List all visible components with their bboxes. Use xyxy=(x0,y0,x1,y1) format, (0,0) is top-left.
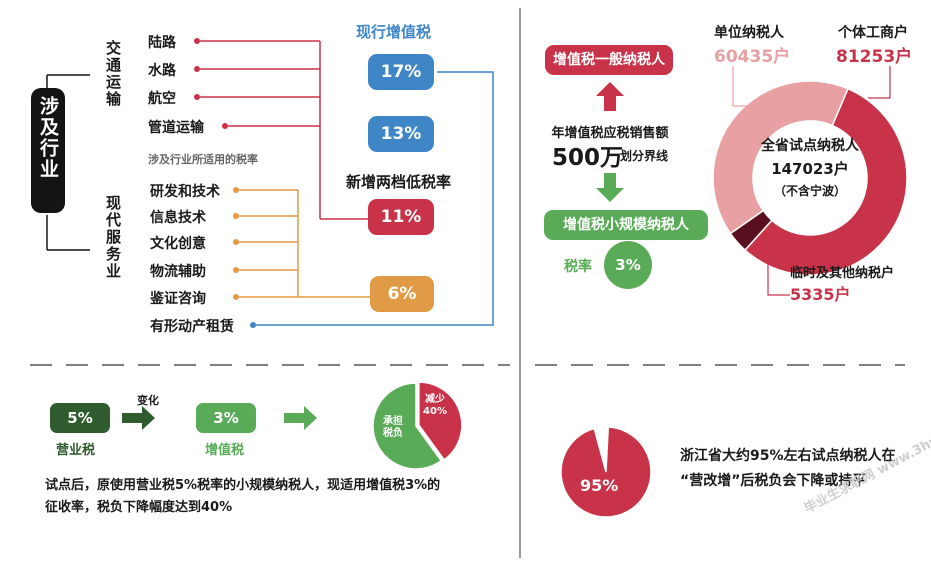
other-taxpayer-label: 临时及其他纳税户 xyxy=(790,266,895,281)
transport-label: 交通运输 xyxy=(104,40,122,108)
old-tax-label: 营业税 xyxy=(56,443,96,458)
zhejiang-95-pie xyxy=(560,426,652,518)
individual-label: 个体工商户 xyxy=(838,25,908,41)
donut-slice-other xyxy=(729,209,773,252)
transport-item: 航空 xyxy=(148,91,176,107)
pie-reduce-value: 40% xyxy=(423,406,447,417)
leasing-connector xyxy=(256,71,494,326)
individual-value: 81253户 xyxy=(836,47,913,67)
old-rate-badge: 5% xyxy=(50,403,110,433)
unit-taxpayer-value: 60435户 xyxy=(714,47,791,67)
rate-circle: 3% xyxy=(604,241,652,289)
service-item: 物流辅助 xyxy=(150,264,206,280)
threshold-suffix: 划分界线 xyxy=(620,149,669,163)
rate-17-badge: 17% xyxy=(368,54,434,90)
dot xyxy=(233,267,239,273)
dot xyxy=(233,187,239,193)
donut-center-value: 147023户 xyxy=(771,160,849,178)
industry-label-box xyxy=(31,88,65,213)
service-item: 研发和技术 xyxy=(150,184,220,200)
zhejiang-text-line1: 浙江省大约95%左右试点纳税人在 xyxy=(680,448,896,464)
rates-caption: 涉及行业所适用的税率 xyxy=(148,153,258,166)
dot xyxy=(250,322,256,328)
rate-label: 税率 xyxy=(564,259,592,275)
up-arrow-icon xyxy=(596,82,624,111)
new-tax-label: 增值税 xyxy=(205,443,245,458)
dot xyxy=(233,294,239,300)
general-taxpayer-badge: 增值税一般纳税人 xyxy=(545,45,673,75)
pie-bear-label: 承担 税负 xyxy=(380,416,406,440)
dot xyxy=(194,38,200,44)
service-item: 鉴证咨询 xyxy=(150,291,206,307)
donut-slice-individual xyxy=(743,87,908,276)
small-scale-taxpayer-badge: 增值税小规模纳税人 xyxy=(544,210,708,240)
dot xyxy=(222,123,228,129)
unit-taxpayer-label: 单位纳税人 xyxy=(714,25,784,41)
pie-slice-95 xyxy=(560,426,652,518)
zhejiang-text-line2: “营改增”后税负会下降或持平 xyxy=(680,473,867,489)
change-label: 变化 xyxy=(137,394,159,407)
transport-item: 陆路 xyxy=(148,35,176,51)
dot xyxy=(194,66,200,72)
rate-13-badge: 13% xyxy=(368,116,434,152)
pie-reduce-label: 减少 40% xyxy=(423,394,447,418)
transport-item: 管道运输 xyxy=(148,120,204,136)
transport-connectors xyxy=(200,40,368,220)
dot xyxy=(194,94,200,100)
dot xyxy=(233,213,239,219)
pie-slice-reduce xyxy=(418,381,462,461)
new-rates-title: 新增两档低税率 xyxy=(346,173,452,191)
threshold-line1: 年增值税应税销售额 xyxy=(551,126,669,141)
change-note-line2: 征收率，税负下降幅度达到40% xyxy=(45,500,233,515)
donut-center-title: 全省试点纳税人 xyxy=(761,138,859,154)
result-arrow-icon xyxy=(284,406,317,430)
pie-bear-text2: 税负 xyxy=(383,428,403,439)
service-item: 有形动产租赁 xyxy=(150,319,234,335)
other-taxpayer-value: 5335户 xyxy=(790,285,851,304)
services-connectors xyxy=(238,189,370,298)
donut-slice-unit xyxy=(712,80,850,235)
pie-reduce-text: 减少 xyxy=(425,394,445,405)
rate-11-badge: 11% xyxy=(368,199,434,235)
change-note-line1: 试点后，原使用营业税5%税率的小规模纳税人，现适用增值税3%的 xyxy=(45,478,441,493)
industry-label: 涉及行业 xyxy=(37,96,59,180)
threshold-amount: 500万 xyxy=(552,145,624,171)
taxpayer-donut-chart xyxy=(712,80,908,276)
change-arrow-icon xyxy=(122,406,155,430)
current-vat-title: 现行增值税 xyxy=(356,23,432,41)
service-item: 信息技术 xyxy=(150,210,206,226)
pie-slice-bear xyxy=(372,382,443,470)
transport-item: 水路 xyxy=(148,63,176,79)
rate-6-badge: 6% xyxy=(370,276,434,312)
donut-center-note: （不含宁波） xyxy=(773,184,846,198)
services-label: 现代服务业 xyxy=(104,195,122,280)
down-arrow-icon xyxy=(596,173,624,202)
service-item: 文化创意 xyxy=(150,236,206,252)
tax-reduction-pie xyxy=(372,381,462,470)
new-rate-badge: 3% xyxy=(196,403,256,433)
zhejiang-pie-value: 95% xyxy=(580,476,619,495)
dot xyxy=(233,239,239,245)
pie-bear-text: 承担 xyxy=(383,416,403,427)
